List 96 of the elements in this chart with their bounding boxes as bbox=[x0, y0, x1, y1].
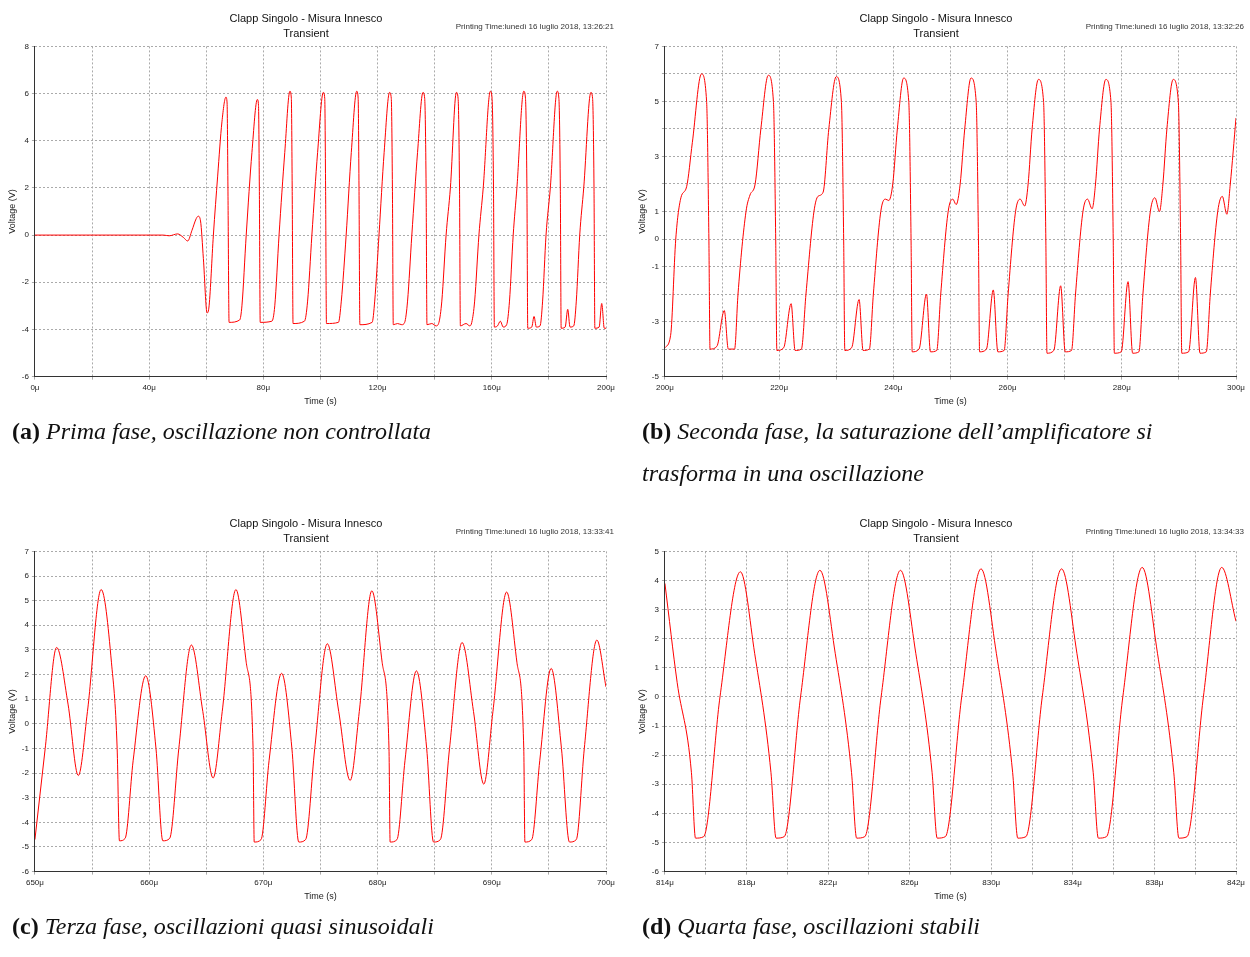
y-tick-label: 1 bbox=[654, 206, 660, 216]
chart-subtitle: Transient bbox=[913, 26, 959, 39]
x-tick-label: 220μ bbox=[770, 382, 789, 392]
y-tick-label: 6 bbox=[24, 88, 30, 98]
y-tick-label: -6 bbox=[21, 371, 30, 381]
x-axis-title: Time (s) bbox=[934, 396, 967, 407]
y-tick-label: 3 bbox=[654, 604, 660, 614]
y-tick-label: 1 bbox=[24, 694, 30, 704]
line-series bbox=[34, 90, 606, 329]
y-tick-label: -3 bbox=[651, 316, 660, 326]
chart-title: Clapp Singolo - Misura Innesco bbox=[229, 11, 383, 24]
x-tick-label: 838μ bbox=[1145, 877, 1164, 887]
line-series bbox=[664, 73, 1236, 354]
y-tick-label: 1 bbox=[654, 663, 660, 673]
y-tick-label: 5 bbox=[654, 96, 660, 106]
x-tick-label: 830μ bbox=[982, 877, 1001, 887]
text: Printing Time:lunedì 16 luglio 2018, 13:26:21 bbox=[455, 22, 614, 31]
line-series bbox=[664, 566, 1236, 839]
y-tick-label: 0 bbox=[24, 230, 30, 240]
y-tick-label: -2 bbox=[21, 277, 30, 287]
y-tick-label: -2 bbox=[21, 768, 30, 778]
y-tick-label: -4 bbox=[651, 808, 660, 818]
x-tick-label: 660μ bbox=[140, 877, 159, 887]
x-tick-label: 160μ bbox=[482, 382, 502, 392]
y-tick-label: 0 bbox=[654, 234, 660, 244]
x-tick-label: 818μ bbox=[737, 877, 756, 887]
text: (b) Seconda fase, la saturazione dell’amplificatore si trasforma in una oscillazione bbox=[641, 417, 1154, 488]
x-axis-title: Time (s) bbox=[934, 891, 967, 902]
chart-title: Clapp Singolo - Misura Innesco bbox=[859, 11, 1013, 24]
y-tick-label: 8 bbox=[24, 41, 30, 51]
y-tick-label: 4 bbox=[24, 620, 30, 630]
x-tick-label: 40μ bbox=[142, 382, 157, 392]
y-tick-label: -3 bbox=[651, 779, 660, 789]
chart-subtitle: Transient bbox=[913, 531, 959, 544]
y-tick-label: 5 bbox=[654, 546, 660, 556]
y-tick-label: 5 bbox=[24, 595, 30, 605]
y-tick-label: -4 bbox=[21, 817, 30, 827]
x-tick-label: 200μ bbox=[655, 382, 675, 392]
y-tick-label: -6 bbox=[21, 866, 30, 876]
y-tick-label: 0 bbox=[24, 719, 30, 729]
y-tick-label: 0 bbox=[654, 692, 660, 702]
x-tick-label: 650μ bbox=[25, 877, 45, 887]
y-tick-label: -5 bbox=[21, 842, 30, 852]
x-tick-label: 826μ bbox=[900, 877, 920, 887]
y-tick-label: 3 bbox=[654, 151, 660, 161]
chart-title: Clapp Singolo - Misura Innesco bbox=[859, 516, 1013, 529]
x-tick-label: 280μ bbox=[1112, 382, 1132, 392]
x-tick-label: 700μ bbox=[597, 877, 616, 887]
y-tick-label: -1 bbox=[651, 261, 660, 271]
x-axis-title: Time (s) bbox=[304, 891, 337, 902]
y-tick-label: -2 bbox=[651, 750, 660, 760]
y-tick-label: 2 bbox=[24, 183, 30, 193]
y-axis-title: Voltage (V) bbox=[636, 689, 647, 734]
x-tick-label: 120μ bbox=[368, 382, 387, 392]
y-tick-label: -5 bbox=[651, 837, 660, 847]
x-tick-label: 680μ bbox=[368, 877, 387, 887]
x-tick-label: 822μ bbox=[819, 877, 838, 887]
text: (c) Terza fase, oscillazioni quasi sinusoidali bbox=[11, 912, 435, 941]
chart-subtitle: Transient bbox=[283, 26, 329, 39]
chart-title: Clapp Singolo - Misura Innesco bbox=[229, 516, 383, 529]
y-tick-label: 7 bbox=[24, 546, 30, 556]
y-tick-label: 7 bbox=[654, 41, 660, 51]
text: (d) Quarta fase, oscillazioni stabili bbox=[641, 912, 982, 941]
y-axis-title: Voltage (V) bbox=[636, 189, 647, 234]
y-tick-label: -3 bbox=[21, 792, 30, 802]
y-tick-label: 2 bbox=[24, 669, 30, 679]
y-tick-label: 2 bbox=[654, 633, 660, 643]
x-axis-title: Time (s) bbox=[304, 396, 337, 407]
x-tick-label: 834μ bbox=[1063, 877, 1083, 887]
text: Printing Time:lunedì 16 luglio 2018, 13:32:26 bbox=[1085, 22, 1244, 31]
y-tick-label: -1 bbox=[21, 743, 30, 753]
chart-subtitle: Transient bbox=[283, 531, 329, 544]
y-tick-label: 4 bbox=[24, 135, 30, 145]
x-tick-label: 200μ bbox=[597, 382, 616, 392]
y-tick-label: 6 bbox=[24, 571, 30, 581]
line-series bbox=[34, 589, 606, 843]
x-tick-label: 690μ bbox=[482, 877, 502, 887]
y-tick-label: -6 bbox=[651, 866, 660, 876]
text: (a) Prima fase, oscillazione non controllata bbox=[11, 417, 433, 446]
text: Printing Time:lunedì 16 luglio 2018, 13:34:33 bbox=[1085, 527, 1244, 536]
y-tick-label: -4 bbox=[21, 324, 30, 334]
y-axis-title: Voltage (V) bbox=[6, 189, 17, 234]
text: Printing Time:lunedì 16 luglio 2018, 13:33:41 bbox=[455, 527, 614, 536]
x-tick-label: 0μ bbox=[30, 382, 40, 392]
x-tick-label: 670μ bbox=[254, 877, 273, 887]
x-tick-label: 80μ bbox=[256, 382, 271, 392]
x-tick-label: 300μ bbox=[1227, 382, 1246, 392]
y-tick-label: 4 bbox=[654, 575, 660, 585]
x-tick-label: 240μ bbox=[884, 382, 903, 392]
y-tick-label: -1 bbox=[651, 721, 660, 731]
y-axis-title: Voltage (V) bbox=[6, 689, 17, 734]
x-tick-label: 260μ bbox=[998, 382, 1017, 392]
y-tick-label: 3 bbox=[24, 645, 30, 655]
x-tick-label: 814μ bbox=[655, 877, 675, 887]
y-tick-label: -5 bbox=[651, 371, 660, 381]
x-tick-label: 842μ bbox=[1227, 877, 1246, 887]
